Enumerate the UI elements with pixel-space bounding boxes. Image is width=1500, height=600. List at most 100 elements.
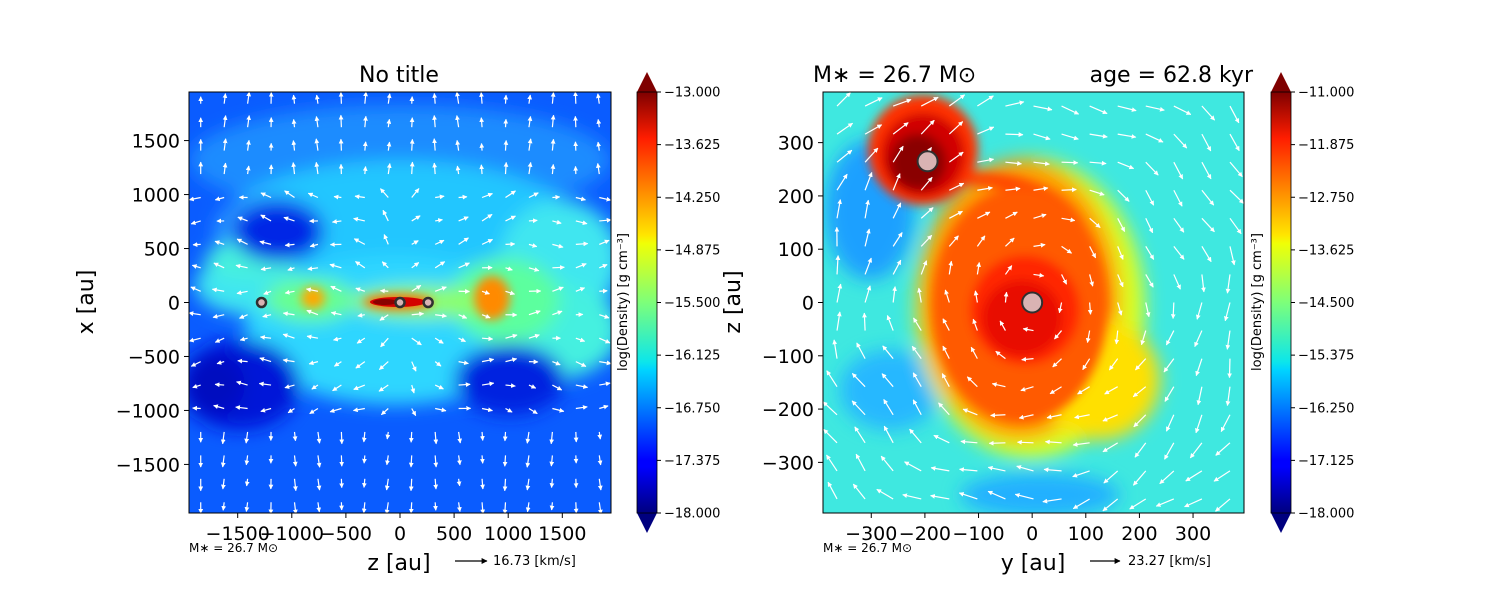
- left-velocity-arrow: [314, 161, 320, 175]
- left-velocity-arrow: [306, 334, 319, 340]
- left-velocity-arrow: [411, 215, 421, 222]
- right-velocity-arrow: [880, 455, 894, 472]
- left-velocity-arrow: [435, 194, 445, 200]
- right-velocity-arrow: [1005, 100, 1025, 107]
- right-velocity-arrow: [851, 400, 866, 416]
- left-velocity-arrow: [411, 408, 417, 417]
- right-velocity-arrow: [977, 186, 993, 191]
- left-velocity-arrow: [331, 219, 342, 224]
- left-velocity-arrow: [527, 94, 532, 104]
- right-velocity-arrow: [944, 289, 950, 303]
- left-x-tick-label: 1000: [484, 523, 532, 545]
- right-velocity-arrow: [1223, 302, 1231, 322]
- left-velocity-arrow: [575, 384, 589, 389]
- left-y-tick-label: 500: [144, 239, 180, 261]
- right-velocity-arrow: [1201, 161, 1212, 180]
- right-velocity-arrow: [1145, 161, 1159, 176]
- left-velocity-arrow: [599, 239, 610, 245]
- left-velocity-arrow: [283, 216, 295, 222]
- left-velocity-arrow: [386, 93, 392, 104]
- left-velocity-arrow: [216, 360, 225, 365]
- left-velocity-arrow: [354, 194, 365, 200]
- left-velocity-arrow: [334, 361, 342, 367]
- left-velocity-arrow: [408, 431, 414, 443]
- left-velocity-arrow: [308, 360, 319, 366]
- left-velocity-arrow: [575, 361, 587, 368]
- left-velocity-arrow: [282, 358, 295, 363]
- left-velocity-arrow: [599, 381, 611, 387]
- left-y-tick-label: 1500: [132, 131, 180, 153]
- right-velocity-arrow: [1132, 386, 1147, 398]
- left-velocity-arrow: [479, 455, 485, 464]
- right-velocity-arrow: [920, 234, 933, 247]
- left-y-axis: −1500 −1000 −500 0 500 1000 1500: [116, 131, 189, 476]
- right-velocity-arrow: [855, 453, 866, 472]
- left-velocity-arrow: [411, 361, 417, 372]
- left-velocity-arrow: [552, 384, 563, 391]
- left-velocity-arrow: [480, 502, 486, 513]
- right-velocity-arrow: [977, 95, 994, 107]
- right-velocity-arrow: [1173, 217, 1185, 233]
- right-velocity-arrow: [1225, 274, 1231, 294]
- right-velocity-arrow: [948, 121, 964, 135]
- left-velocity-arrow: [361, 431, 367, 443]
- left-velocity-arrow: [502, 502, 508, 513]
- left-velocity-arrow: [314, 138, 320, 151]
- right-x-tick-label: 0: [1026, 523, 1038, 545]
- left-velocity-arrow: [355, 287, 366, 292]
- left-velocity-arrow: [237, 216, 248, 222]
- right-velocity-arrow: [949, 210, 963, 219]
- left-y-tick-label: −1000: [116, 400, 180, 422]
- right-velocity-arrow: [1145, 274, 1154, 288]
- left-velocity-arrow: [552, 310, 563, 316]
- left-velocity-arrow: [211, 287, 225, 293]
- left-velocity-arrow: [353, 384, 366, 391]
- left-velocity-arrow: [599, 288, 608, 294]
- left-velocity-arrow: [552, 194, 561, 200]
- left-velocity-arrow: [408, 455, 414, 468]
- left-velocity-arrow: [332, 384, 342, 392]
- left-velocity-arrow: [575, 220, 588, 226]
- right-velocity-arrow: [883, 399, 894, 416]
- left-velocity-arrow: [291, 162, 297, 175]
- left-velocity-arrow: [287, 266, 295, 272]
- right-velocity-arrow: [1229, 105, 1240, 124]
- left-velocity-arrow: [433, 455, 439, 468]
- right-velocity-arrow: [1054, 330, 1063, 340]
- right-velocity-arrow: [1061, 217, 1076, 223]
- left-velocity-arrow: [596, 141, 602, 151]
- right-velocity-arrow: [826, 370, 838, 388]
- right-velocity-arrow: [1005, 160, 1022, 166]
- right-velocity-arrow: [823, 401, 838, 416]
- left-velocity-arrow: [329, 407, 342, 413]
- left-velocity-arrow: [528, 333, 540, 339]
- left-y-tick-label: 0: [168, 293, 180, 315]
- left-velocity-arrow: [411, 284, 422, 292]
- right-ylabel: z [au]: [721, 270, 746, 333]
- right-velocity-arrow: [836, 149, 853, 163]
- left-velocity-arrow: [213, 262, 225, 269]
- right-velocity-arrow: [864, 228, 871, 247]
- left-velocity-arrow: [481, 290, 490, 295]
- left-velocity-arrow: [549, 455, 555, 467]
- left-x-tick-label: 500: [436, 523, 472, 545]
- right-colorbar-tick-label: −16.250: [1298, 401, 1354, 416]
- right-velocity-arrow: [836, 311, 842, 331]
- left-density-map: [189, 92, 611, 513]
- left-velocity-arrow: [411, 311, 425, 317]
- right-velocity-arrow: [1061, 245, 1072, 254]
- right-velocity-arrow: [920, 207, 934, 219]
- right-x-tick-label: 300: [1175, 523, 1211, 545]
- right-velocity-arrow: [1185, 470, 1203, 482]
- right-y-tick-label: −300: [762, 452, 814, 474]
- right-velocity-arrows: [823, 92, 1244, 512]
- left-velocity-arrow: [596, 118, 602, 128]
- right-colorbar-tick-label: −13.625: [1298, 243, 1354, 258]
- left-velocity-arrow: [190, 361, 201, 367]
- left-velocity-arrow: [214, 240, 225, 245]
- left-velocity-arrow: [316, 455, 322, 468]
- right-colorbar-tick-label: −11.875: [1298, 138, 1354, 153]
- left-velocity-arrow: [384, 502, 390, 513]
- left-velocity-arrow: [411, 188, 420, 198]
- left-velocity-arrow: [239, 336, 248, 342]
